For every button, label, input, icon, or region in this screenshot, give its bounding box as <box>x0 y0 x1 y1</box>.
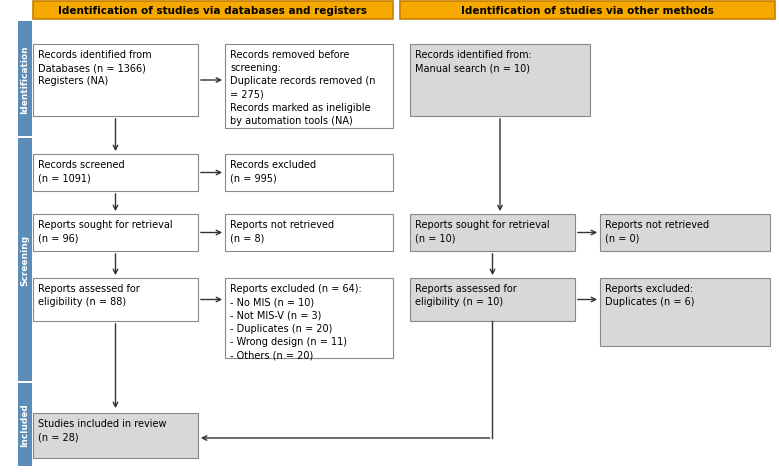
Text: Studies included in review
(n = 28): Studies included in review (n = 28) <box>38 418 167 441</box>
Bar <box>18 22 32 137</box>
Text: Screening: Screening <box>20 235 30 286</box>
Text: Reports excluded:
Duplicates (n = 6): Reports excluded: Duplicates (n = 6) <box>605 283 695 307</box>
Text: Reports excluded (n = 64):
- No MIS (n = 10)
- Not MIS-V (n = 3)
- Duplicates (n: Reports excluded (n = 64): - No MIS (n =… <box>230 283 361 359</box>
Text: Records excluded
(n = 995): Records excluded (n = 995) <box>230 159 316 183</box>
Text: Reports not retrieved
(n = 0): Reports not retrieved (n = 0) <box>605 219 709 243</box>
Text: Identification: Identification <box>20 45 30 114</box>
Bar <box>33 215 198 251</box>
Text: Records identified from:
Manual search (n = 10): Records identified from: Manual search (… <box>415 50 532 73</box>
Text: Reports assessed for
eligibility (n = 88): Reports assessed for eligibility (n = 88… <box>38 283 139 307</box>
Bar <box>225 155 393 192</box>
Bar <box>33 45 198 117</box>
Bar <box>33 155 198 192</box>
Text: Identification of studies via other methods: Identification of studies via other meth… <box>461 6 714 16</box>
Text: Identification of studies via databases and registers: Identification of studies via databases … <box>58 6 368 16</box>
Text: Records identified from
Databases (n = 1366)
Registers (NA): Records identified from Databases (n = 1… <box>38 50 152 86</box>
Bar <box>600 215 770 251</box>
Bar <box>33 413 198 458</box>
Bar <box>410 45 590 117</box>
Text: Reports sought for retrieval
(n = 10): Reports sought for retrieval (n = 10) <box>415 219 550 243</box>
Bar <box>225 215 393 251</box>
Bar <box>410 278 575 321</box>
Text: Reports not retrieved
(n = 8): Reports not retrieved (n = 8) <box>230 219 334 243</box>
Bar <box>18 383 32 466</box>
Text: Records screened
(n = 1091): Records screened (n = 1091) <box>38 159 125 183</box>
Bar <box>225 45 393 129</box>
Bar <box>400 2 775 20</box>
Bar <box>410 215 575 251</box>
Bar <box>33 2 393 20</box>
Text: Reports sought for retrieval
(n = 96): Reports sought for retrieval (n = 96) <box>38 219 173 243</box>
Text: Included: Included <box>20 403 30 446</box>
Text: Reports assessed for
eligibility (n = 10): Reports assessed for eligibility (n = 10… <box>415 283 516 307</box>
Bar <box>33 278 198 321</box>
Bar <box>18 139 32 381</box>
Bar <box>600 278 770 346</box>
Bar <box>225 278 393 358</box>
Text: Records removed before
screening:
Duplicate records removed (n
= 275)
Records ma: Records removed before screening: Duplic… <box>230 50 375 126</box>
